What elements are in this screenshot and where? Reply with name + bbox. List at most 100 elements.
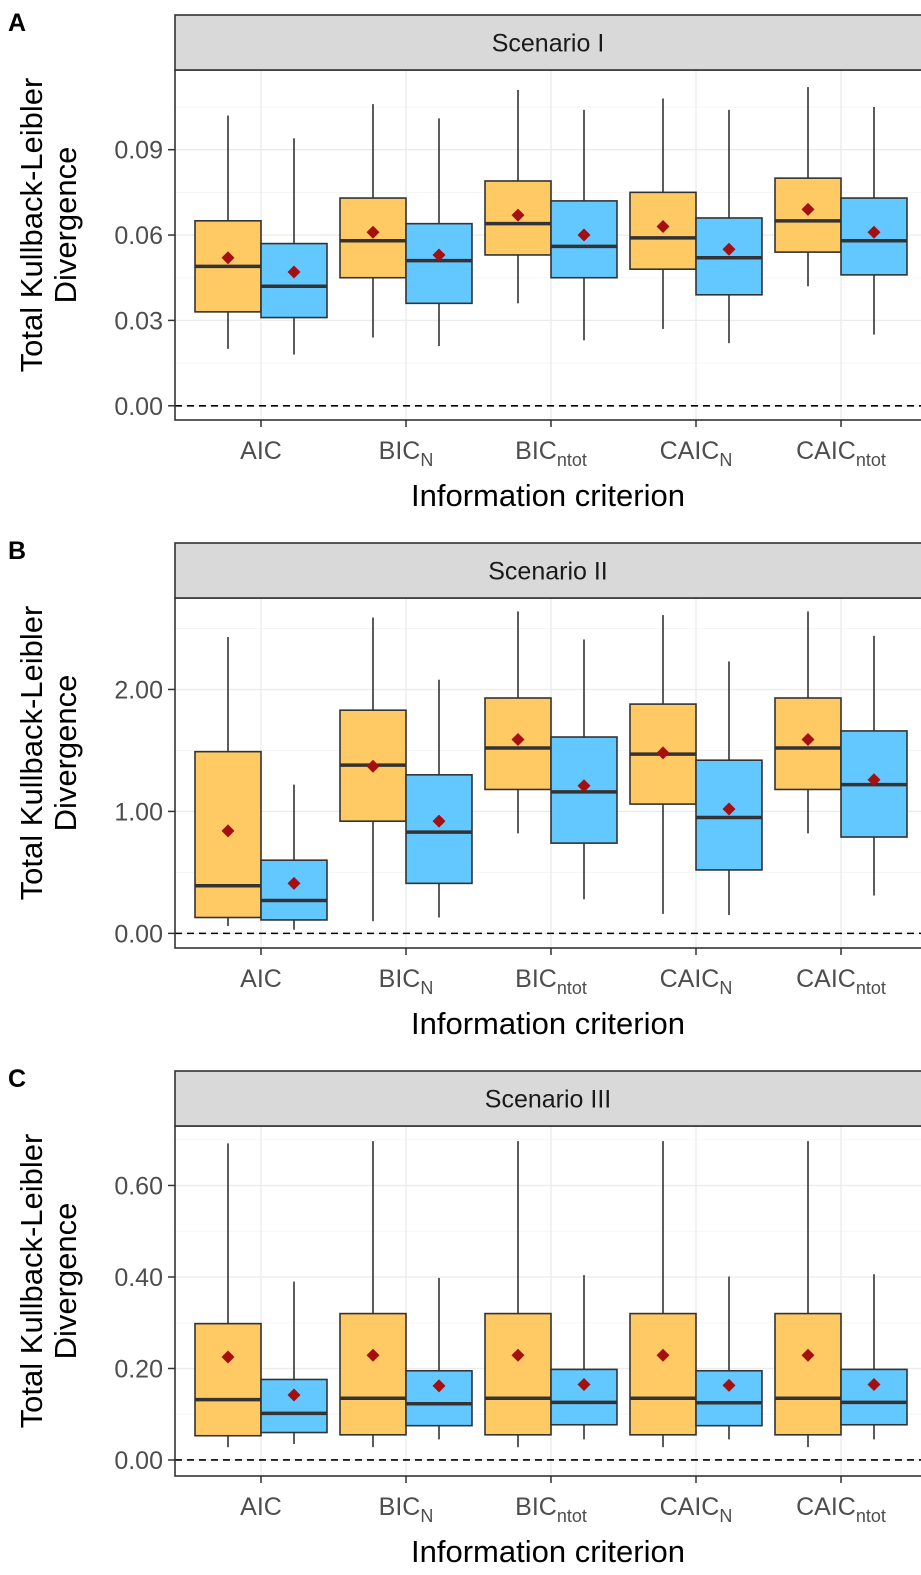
y-tick-label: 2.00: [114, 676, 163, 704]
mean-marker: [366, 1348, 380, 1362]
x-tick-label: AIC: [240, 965, 282, 993]
x-tick-label: BICN: [379, 1493, 434, 1526]
y-tick-label: 0.00: [114, 920, 163, 948]
box-blue-5: [840, 635, 908, 896]
x-tick-label-subscript: ntot: [856, 450, 886, 470]
mean-marker: [221, 824, 235, 838]
mean-marker: [656, 746, 670, 760]
x-axis-title: Information criterion: [411, 478, 685, 513]
mean-marker: [432, 814, 446, 828]
iqr-box: [629, 1312, 697, 1436]
x-tick-label-base: CAIC: [796, 437, 856, 465]
x-tick-label: AIC: [240, 437, 282, 465]
box-orange-5: [774, 87, 842, 287]
box-blue-2: [405, 679, 473, 918]
box-blue-5: [840, 1274, 908, 1440]
iqr-box: [260, 859, 328, 921]
x-tick-label: AIC: [240, 1493, 282, 1521]
mean-marker: [221, 251, 235, 265]
strip-background: [174, 1070, 921, 1127]
box-orange-4: [629, 98, 697, 329]
y-axis-title-line: Divergence: [48, 675, 83, 832]
y-tick-label: 0.03: [114, 307, 163, 335]
x-tick-label-base: CAIC: [660, 1493, 720, 1521]
y-tick-label: 0.00: [114, 393, 163, 421]
x-tick-label-subscript: ntot: [557, 978, 587, 998]
y-tick-label: 0.09: [114, 137, 163, 165]
y-axis-title-line: Total Kullback-Leibler: [14, 1134, 49, 1429]
x-tick-label-subscript: ntot: [856, 1506, 886, 1526]
iqr-box: [194, 750, 262, 919]
mean-marker: [287, 876, 301, 890]
mean-marker: [577, 228, 591, 242]
x-tick-label-base: BIC: [379, 965, 421, 993]
mean-marker: [801, 1348, 815, 1362]
mean-marker: [432, 1379, 446, 1393]
box-blue-2: [405, 1277, 473, 1440]
box-blue-3: [550, 1275, 618, 1440]
y-axis-title: Total Kullback-LeiblerDivergence: [14, 1134, 83, 1429]
mean-marker: [722, 242, 736, 256]
box-orange-4: [629, 615, 697, 914]
iqr-box: [774, 697, 842, 791]
mean-marker: [287, 265, 301, 279]
box-blue-4: [695, 109, 763, 344]
iqr-box: [260, 1378, 328, 1434]
box-orange-2: [339, 104, 407, 338]
x-tick-label: BICN: [379, 965, 434, 998]
mean-marker: [287, 1388, 301, 1402]
x-tick-label: CAICntot: [796, 965, 886, 998]
mean-marker: [656, 220, 670, 234]
x-axis-title: Information criterion: [411, 1006, 685, 1041]
x-tick-label: BICntot: [515, 965, 587, 998]
box-orange-2: [339, 1141, 407, 1448]
x-tick-label-base: AIC: [240, 437, 282, 465]
iqr-box: [405, 1369, 473, 1427]
box-blue-2: [405, 118, 473, 347]
x-tick-label-subscript: ntot: [856, 978, 886, 998]
x-tick-label-subscript: N: [719, 978, 732, 998]
panel-tag: C: [8, 1065, 26, 1093]
x-tick-label-base: BIC: [515, 437, 557, 465]
x-tick-label-base: CAIC: [796, 965, 856, 993]
box-blue-1: [260, 1281, 328, 1444]
mean-marker: [656, 1348, 670, 1362]
x-tick-label: CAICntot: [796, 1493, 886, 1526]
strip-title: Scenario I: [492, 30, 605, 58]
box-orange-3: [484, 1141, 552, 1448]
x-tick-label-subscript: ntot: [557, 450, 587, 470]
box-orange-3: [484, 89, 552, 304]
box-orange-1: [194, 637, 262, 927]
x-tick-label: CAICN: [660, 1493, 733, 1526]
mean-marker: [366, 225, 380, 239]
y-axis-title-line: Divergence: [48, 147, 83, 304]
box-blue-1: [260, 138, 328, 355]
mean-marker: [867, 1377, 881, 1391]
mean-marker: [221, 1350, 235, 1364]
x-tick-label: CAICN: [660, 437, 733, 470]
box-orange-5: [774, 611, 842, 834]
y-tick-label: 0.60: [114, 1172, 163, 1200]
strip-title: Scenario II: [488, 558, 608, 586]
box-orange-1: [194, 1143, 262, 1448]
mean-marker: [577, 1377, 591, 1391]
strip-background: [174, 542, 921, 599]
mean-marker: [801, 732, 815, 746]
mean-marker: [511, 208, 525, 222]
box-blue-4: [695, 1276, 763, 1440]
iqr-box: [405, 222, 473, 305]
mean-marker: [577, 779, 591, 793]
iqr-box: [774, 1312, 842, 1436]
y-axis-title: Total Kullback-LeiblerDivergence: [14, 78, 83, 373]
mean-marker: [511, 732, 525, 746]
x-tick-label: CAICntot: [796, 437, 886, 470]
box-blue-4: [695, 661, 763, 916]
box-orange-1: [194, 115, 262, 349]
x-tick-label-base: BIC: [515, 965, 557, 993]
box-blue-3: [550, 639, 618, 900]
strip-background: [174, 14, 921, 71]
x-tick-label-subscript: N: [420, 1506, 433, 1526]
box-orange-3: [484, 611, 552, 834]
